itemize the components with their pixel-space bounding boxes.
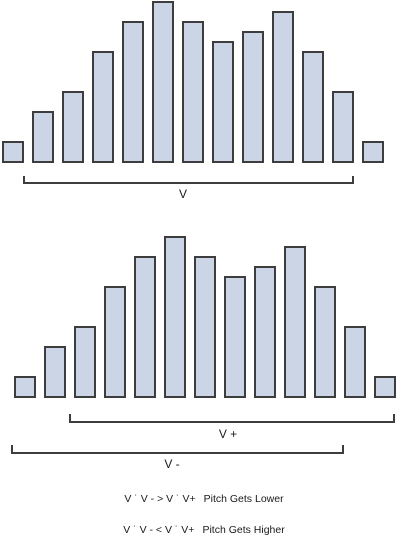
top-bar-9 — [242, 31, 264, 163]
top-bar-13 — [362, 141, 384, 163]
top-bar-8 — [212, 41, 234, 163]
bottom-bar-9 — [254, 266, 276, 398]
top-bar-1 — [2, 141, 24, 163]
lower-bracket — [11, 445, 344, 454]
bottom-bar-4 — [104, 286, 126, 398]
bottom-bar-2 — [44, 346, 66, 398]
bottom-histogram — [14, 236, 396, 398]
top-bracket — [23, 176, 354, 184]
upper-bracket — [69, 414, 395, 423]
bottom-bar-1 — [14, 376, 36, 398]
bottom-bar-11 — [314, 286, 336, 398]
top-bar-4 — [92, 51, 114, 163]
bottom-bar-12 — [344, 326, 366, 398]
bottom-bar-10 — [284, 246, 306, 398]
top-bar-5 — [122, 21, 144, 163]
equation-higher-lhs: V ˙ V - < V ˙ V+ — [123, 524, 195, 536]
equation-higher-result: Pitch Gets Higher — [202, 524, 285, 536]
top-bar-11 — [302, 51, 324, 163]
lower-bracket-label: V - — [164, 457, 179, 471]
top-bar-7 — [182, 21, 204, 163]
upper-bracket-label: V + — [219, 427, 237, 441]
bottom-bar-13 — [374, 376, 396, 398]
top-bar-3 — [62, 91, 84, 163]
top-bar-12 — [332, 91, 354, 163]
top-bar-2 — [32, 111, 54, 163]
top-bracket-label: V — [179, 187, 187, 201]
equation-lower-result: Pitch Gets Lower — [203, 493, 284, 505]
bottom-bar-7 — [194, 256, 216, 398]
equation-lower-lhs: V ˙ V - > V ˙ V+ — [124, 493, 196, 505]
top-bar-10 — [272, 11, 294, 163]
bottom-bar-5 — [134, 256, 156, 398]
top-histogram — [2, 1, 384, 163]
bottom-bar-3 — [74, 326, 96, 398]
bottom-bar-6 — [164, 236, 186, 398]
equation-higher: V ˙ V - < V ˙ V+ Pitch Gets Higher — [0, 524, 408, 536]
equation-lower: V ˙ V - > V ˙ V+ Pitch Gets Lower — [0, 493, 408, 505]
top-bar-6 — [152, 1, 174, 163]
bottom-bar-8 — [224, 276, 246, 398]
